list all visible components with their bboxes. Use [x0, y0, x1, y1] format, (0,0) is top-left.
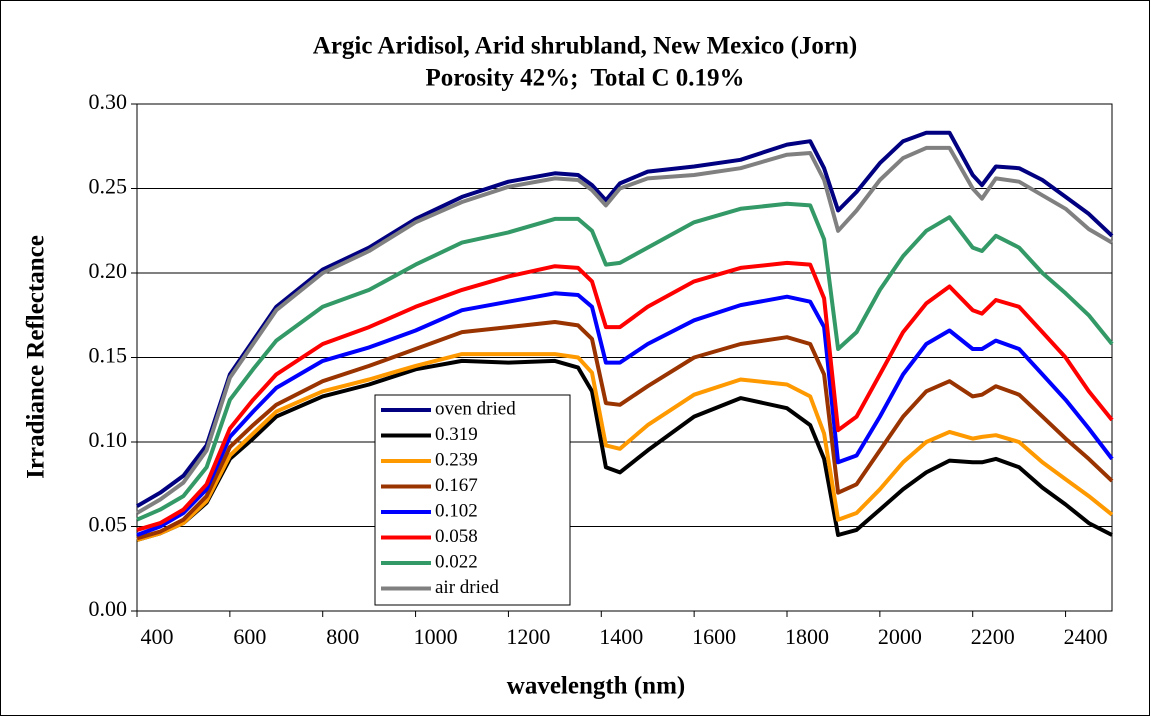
series-line: [136, 320, 1114, 541]
legend-label: 0.058: [435, 526, 478, 547]
series-line: [136, 291, 1114, 537]
x-tick-label: 1200: [506, 624, 550, 649]
x-tick-label: 600: [233, 624, 266, 649]
x-tick-label: 2000: [878, 624, 922, 649]
legend-label: 0.102: [435, 500, 478, 521]
y-tick-label: 0.00: [89, 596, 128, 621]
chart-title: Argic Aridisol, Arid shrubland, New Mexi…: [313, 33, 857, 60]
y-tick-label: 0.10: [89, 427, 128, 452]
y-tick-label: 0.15: [89, 343, 128, 368]
y-tick-label: 0.30: [89, 89, 128, 114]
series-line: [135, 130, 1114, 508]
legend-box: [374, 394, 571, 606]
y-tick-label: 0.25: [89, 174, 128, 199]
x-tick-label: 1000: [414, 624, 458, 649]
x-axis-label: wavelength (nm): [507, 673, 685, 700]
series-line: [136, 352, 1114, 542]
series-line: [135, 145, 1114, 515]
legend-label: oven dried: [435, 398, 516, 419]
plot-border: [136, 103, 1113, 612]
series-line: [136, 358, 1113, 542]
y-tick-label: 0.20: [89, 258, 128, 283]
legend-label: 0.022: [435, 551, 478, 572]
series-line: [136, 260, 1114, 532]
x-tick-label: 400: [141, 624, 174, 649]
y-tick-label: 0.05: [89, 512, 128, 537]
legend-label: 0.167: [435, 475, 478, 496]
legend-label: air dried: [435, 577, 499, 598]
x-tick-label: 1600: [692, 624, 736, 649]
legend-label: 0.239: [435, 449, 478, 470]
y-axis-label: Irradiance Reflectance: [23, 235, 50, 479]
series-line: [136, 201, 1114, 522]
chart-subtitle: Porosity 42%; Total C 0.19%: [426, 65, 745, 92]
x-tick-label: 800: [326, 624, 359, 649]
x-tick-label: 1800: [785, 624, 829, 649]
x-tick-label: 1400: [599, 624, 643, 649]
x-tick-label: 2200: [971, 624, 1015, 649]
legend-label: 0.319: [435, 424, 478, 445]
x-tick-label: 2400: [1064, 624, 1108, 649]
